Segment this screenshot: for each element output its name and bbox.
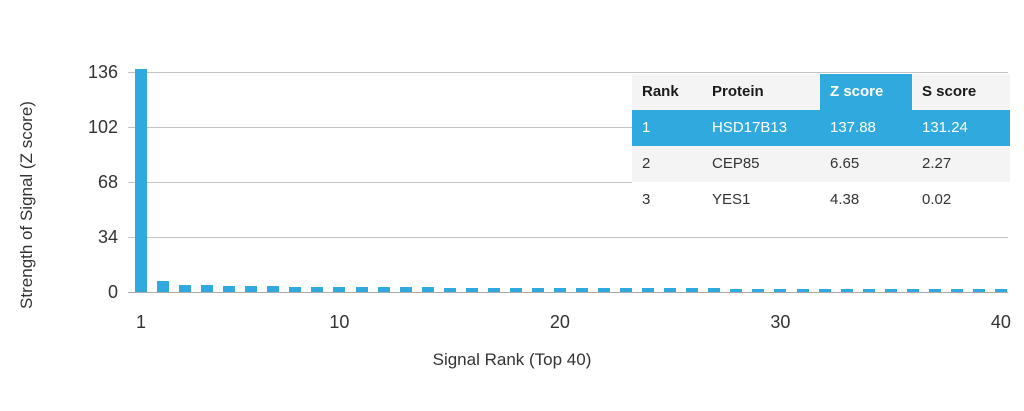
bar-rank-13: [399, 287, 412, 292]
bar-rank-34: [862, 288, 875, 292]
bar-rank-27: [708, 288, 721, 292]
bar-rank-23: [620, 288, 633, 292]
gridline-y-34: [128, 237, 1008, 238]
x-tick-label-20: 20: [549, 312, 570, 332]
bar-rank-14: [421, 287, 434, 292]
table-cell-z: 137.88: [820, 110, 912, 146]
bar-rank-4: [201, 285, 214, 292]
table-row-rank-1: 1 HSD17B13 137.88 131.24: [632, 110, 1010, 146]
x-tick-label-1: 1: [135, 312, 146, 332]
table-row-rank-2: 2 CEP85 6.65 2.27: [632, 146, 1010, 182]
bar-rank-21: [576, 288, 588, 292]
table-cell-protein: YES1: [702, 182, 820, 218]
x-tick-label-30: 30: [770, 312, 791, 332]
bar-rank-3: [179, 284, 192, 292]
table-cell-s: 131.24: [912, 110, 1010, 146]
bar-rank-33: [840, 288, 853, 292]
bar-rank-25: [664, 288, 677, 292]
y-tick-label-136: 136: [87, 62, 118, 82]
y-tick-label-34: 34: [97, 227, 118, 247]
y-axis-title: Strength of Signal (Z score): [17, 101, 36, 309]
bar-rank-12: [377, 287, 390, 292]
bar-rank-1: [135, 68, 147, 292]
bar-rank-37: [928, 288, 941, 292]
bar-rank-10: [333, 286, 346, 292]
bar-rank-39: [972, 289, 985, 292]
bar-rank-20: [553, 288, 566, 292]
bar-rank-9: [311, 286, 324, 292]
bar-rank-5: [223, 285, 236, 292]
bar-rank-36: [906, 288, 919, 292]
top-proteins-table: Rank Protein Z score S score 1 HSD17B13 137.8…: [632, 74, 1010, 218]
bar-rank-31: [796, 288, 809, 292]
x-axis-title: Signal Rank (Top 40): [432, 350, 592, 369]
bar-rank-19: [531, 287, 544, 292]
table-cell-z: 6.65: [820, 146, 912, 182]
bar-rank-24: [642, 288, 655, 292]
table-header-protein: Protein: [702, 74, 820, 110]
gridline-y-0: [128, 292, 1008, 293]
table-header-z-score: Z score: [820, 74, 912, 110]
bar-rank-22: [598, 288, 611, 292]
table-cell-rank: 2: [632, 146, 702, 182]
bar-rank-15: [443, 287, 456, 292]
y-tick-label-0: 0: [107, 282, 118, 302]
bar-rank-7: [267, 286, 280, 292]
y-tick-label-68: 68: [97, 172, 118, 192]
bar-rank-11: [355, 287, 368, 292]
bar-rank-28: [730, 288, 743, 292]
bar-rank-40: [994, 289, 1007, 292]
bar-rank-38: [950, 288, 963, 292]
bar-rank-16: [465, 287, 478, 292]
table-cell-s: 0.02: [912, 182, 1010, 218]
bar-rank-30: [774, 288, 787, 292]
table-cell-rank: 1: [632, 110, 702, 146]
bar-rank-2: [157, 281, 170, 292]
plot-area: [128, 68, 1008, 293]
table-cell-s: 2.27: [912, 146, 1010, 182]
bar-rank-26: [686, 288, 699, 292]
table-cell-rank: 3: [632, 182, 702, 218]
table-header-rank: Rank: [632, 74, 702, 110]
bar-rank-17: [487, 287, 500, 292]
table-header-row: Rank Protein Z score S score: [632, 74, 1010, 110]
bar-rank-29: [752, 288, 765, 292]
bar-rank-6: [245, 285, 258, 292]
bar-rank-32: [818, 288, 831, 292]
bar-rank-35: [884, 288, 897, 292]
table-header-s-score: S score: [912, 74, 1010, 110]
bar-rank-18: [509, 287, 522, 292]
table-cell-protein: CEP85: [702, 146, 820, 182]
y-tick-label-102: 102: [87, 117, 118, 137]
table-cell-z: 4.38: [820, 182, 912, 218]
x-tick-label-40: 40: [990, 312, 1011, 332]
gridline-y-102: [128, 127, 1008, 128]
table-row-rank-3: 3 YES1 4.38 0.02: [632, 182, 1010, 218]
x-tick-label-10: 10: [329, 312, 350, 332]
gridline-y-136: [128, 72, 1008, 73]
gridline-y-68: [128, 182, 1008, 183]
bar-rank-8: [289, 286, 302, 292]
table-cell-protein: HSD17B13: [702, 110, 820, 146]
